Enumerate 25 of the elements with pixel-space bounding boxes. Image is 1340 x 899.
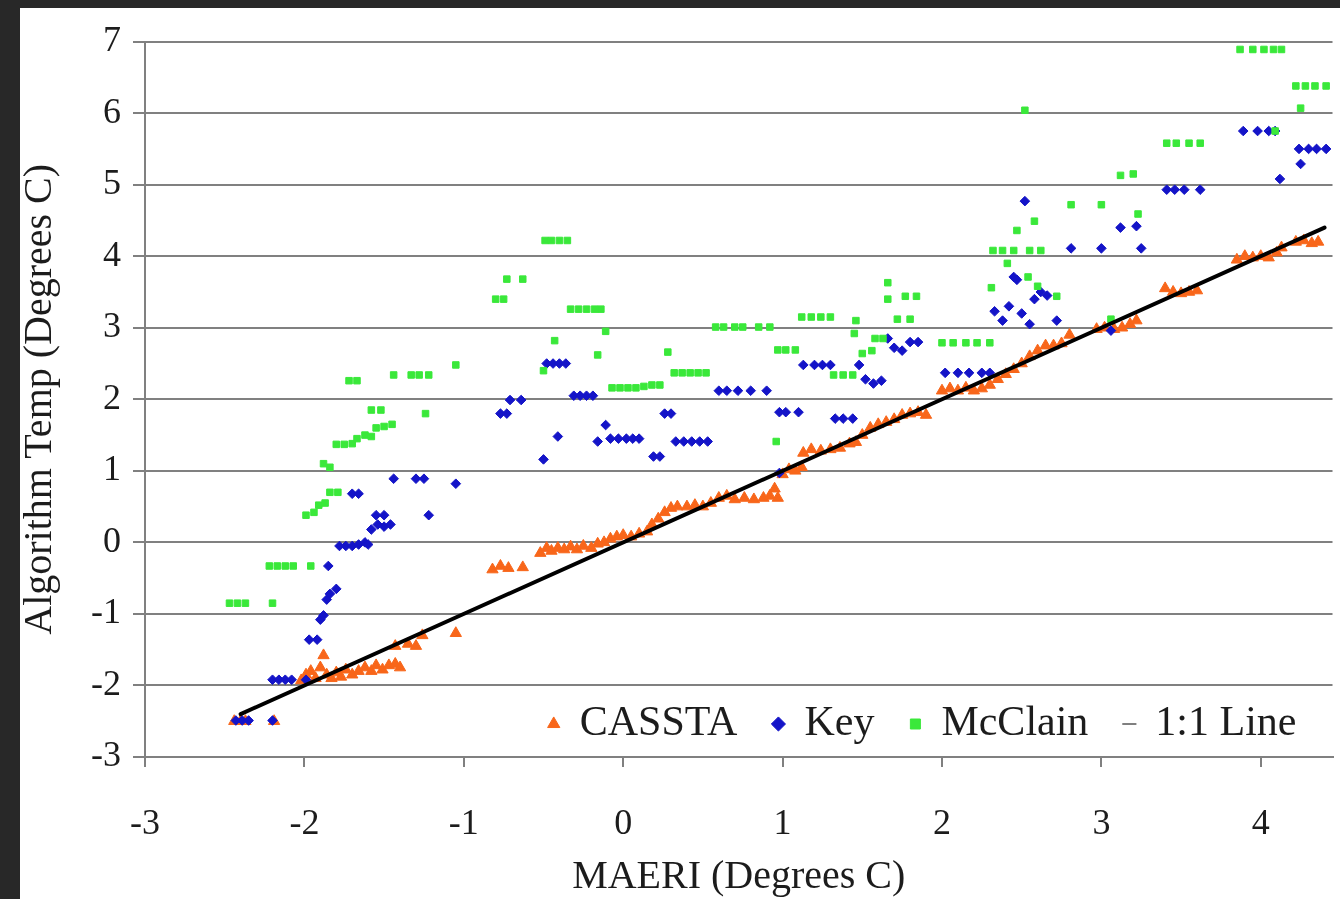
y-tick-label: 7 xyxy=(103,19,121,60)
x-tick-label: -2 xyxy=(289,802,320,843)
y-tick-label: -3 xyxy=(91,734,121,775)
y-tick-label: 4 xyxy=(103,233,121,274)
y-tick-label: 0 xyxy=(103,519,121,560)
x-tick-label: -3 xyxy=(130,802,160,843)
legend-label: CASSTA xyxy=(579,698,739,745)
legend-label: 1:1 Line xyxy=(1155,698,1297,745)
x-tick-label: -1 xyxy=(448,802,479,843)
x-axis-title: MAERI (Degrees C) xyxy=(572,851,906,897)
x-tick-label: 4 xyxy=(1251,802,1270,843)
y-tick-label: 6 xyxy=(103,90,121,131)
y-axis-title: Algorithm Temp (Degrees C) xyxy=(14,163,60,635)
y-tick-label: 1 xyxy=(103,448,121,489)
x-tick-label: 2 xyxy=(932,802,951,843)
x-tick-label: 3 xyxy=(1092,802,1111,843)
y-tick-label: -1 xyxy=(91,591,121,632)
y-tick-label: 3 xyxy=(103,305,121,346)
y-tick-label: 2 xyxy=(103,376,121,417)
y-tick-label: 5 xyxy=(103,162,121,203)
legend-label: McClain xyxy=(941,698,1089,745)
legend-label: Key xyxy=(804,698,875,745)
y-tick-label: -2 xyxy=(91,662,121,703)
x-tick-label: 0 xyxy=(614,802,633,843)
x-tick-label: 1 xyxy=(773,802,792,843)
